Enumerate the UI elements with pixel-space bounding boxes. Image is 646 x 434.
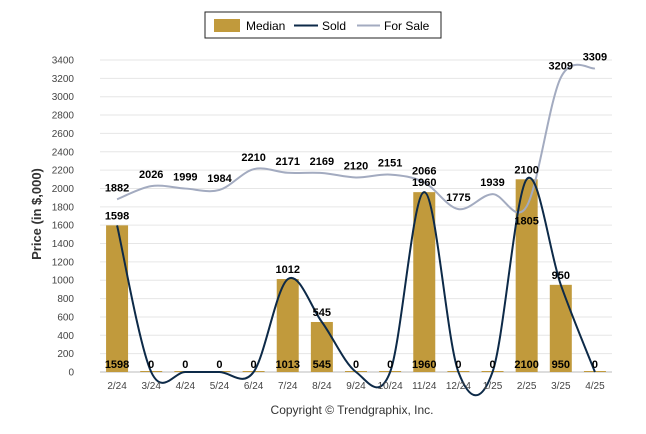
data-label-for-sale: 2171 — [275, 156, 299, 168]
data-label-for-sale: 1939 — [480, 177, 504, 189]
data-label-median: 0 — [592, 359, 598, 371]
x-tick-label: 4/24 — [176, 381, 196, 392]
y-tick-label: 1800 — [52, 202, 75, 213]
x-tick-label: 3/24 — [141, 381, 161, 392]
data-label-for-sale: 1999 — [173, 172, 197, 184]
y-tick-label: 2600 — [52, 129, 75, 140]
y-tick-label: 600 — [57, 312, 74, 323]
data-label-sold: 545 — [313, 307, 331, 319]
x-tick-label: 7/24 — [278, 381, 298, 392]
y-tick-label: 1400 — [52, 239, 75, 250]
legend-median-swatch — [214, 19, 240, 32]
y-tick-label: 2800 — [52, 111, 75, 122]
bars — [106, 179, 606, 372]
data-label-for-sale: 1775 — [446, 192, 470, 204]
legend-forsale-label: For Sale — [384, 19, 430, 33]
series-lines — [116, 63, 596, 397]
legend-median-label: Median — [246, 19, 285, 33]
copyright-text: Copyright © Trendgraphix, Inc. — [271, 403, 434, 417]
data-label-median: 0 — [182, 359, 188, 371]
bar-median — [310, 321, 333, 372]
data-label-median: 1960 — [412, 359, 436, 371]
data-label-for-sale: 3209 — [549, 61, 573, 73]
data-label-median: 0 — [455, 359, 461, 371]
x-tick-label: 6/24 — [244, 381, 264, 392]
data-labels: 1598 0 0 0 0 1013 545 0 0 1960 0 0 2100 950 0 1598 1012 5… — [105, 51, 607, 371]
data-label-sold: 1012 — [275, 264, 299, 276]
y-tick-label: 800 — [57, 294, 74, 305]
x-tick-label: 5/24 — [210, 381, 230, 392]
x-tick-label: 1/25 — [483, 381, 503, 392]
data-label-sold: 1960 — [412, 177, 436, 189]
y-tick-label: 2000 — [52, 184, 75, 195]
data-label-median: 0 — [489, 359, 495, 371]
data-label-median: 950 — [552, 359, 570, 371]
data-label-for-sale: 3309 — [583, 51, 607, 63]
data-label-median: 545 — [313, 359, 331, 371]
y-tick-label: 0 — [68, 368, 74, 379]
data-label-for-sale: 2066 — [412, 165, 436, 177]
bar-median — [515, 179, 538, 372]
legend-sold-label: Sold — [322, 19, 346, 33]
legend: Median Sold For Sale — [204, 11, 442, 39]
x-tick-label: 2/25 — [517, 381, 537, 392]
y-tick-label: 1600 — [52, 221, 75, 232]
data-label-median: 1013 — [275, 359, 299, 371]
x-tick-label: 12/24 — [446, 381, 471, 392]
data-label-for-sale: 2210 — [241, 152, 265, 164]
data-label-median: 2100 — [514, 359, 538, 371]
data-label-for-sale: 2120 — [344, 160, 368, 172]
bar-median — [276, 279, 299, 372]
x-tick-label: 10/24 — [378, 381, 403, 392]
bar-median — [549, 284, 572, 372]
bar-median — [106, 225, 129, 372]
line-sold — [116, 176, 596, 397]
y-axis-label: Price (in $,000) — [29, 168, 44, 260]
y-tick-label: 2200 — [52, 166, 75, 177]
y-axis-ticks: 0 200 400 600 800 1000 1200 1400 1600 1800 2000 220… — [52, 56, 75, 379]
x-tick-label: 11/24 — [412, 381, 437, 392]
data-label-median: 1598 — [105, 359, 129, 371]
y-tick-label: 1000 — [52, 276, 75, 287]
x-tick-label: 9/24 — [346, 381, 366, 392]
data-label-for-sale: 2026 — [139, 169, 163, 181]
data-label-sold: 2100 — [514, 164, 538, 176]
data-label-median: 0 — [251, 359, 257, 371]
data-label-median: 0 — [387, 359, 393, 371]
y-tick-label: 400 — [57, 331, 74, 342]
data-label-median: 0 — [353, 359, 359, 371]
line-for-sale — [116, 63, 596, 214]
data-label-for-sale: 1805 — [514, 215, 538, 227]
data-label-median: 0 — [216, 359, 222, 371]
x-tick-label: 3/25 — [551, 381, 571, 392]
data-label-for-sale: 1882 — [105, 182, 129, 194]
y-tick-label: 3000 — [52, 92, 75, 103]
y-tick-label: 1200 — [52, 257, 75, 268]
x-axis-ticks: 2/24 3/24 4/24 5/24 6/24 7/24 8/24 9/24 10/24 11/… — [107, 381, 605, 392]
data-label-for-sale: 1984 — [207, 173, 232, 185]
y-tick-label: 200 — [57, 349, 74, 360]
y-tick-label: 2400 — [52, 147, 75, 158]
bar-median — [413, 192, 436, 372]
x-tick-label: 2/24 — [107, 381, 127, 392]
data-label-sold: 1598 — [105, 210, 129, 222]
y-tick-label: 3400 — [52, 56, 75, 67]
x-tick-label: 4/25 — [585, 381, 605, 392]
data-label-sold: 950 — [552, 270, 570, 282]
x-tick-label: 8/24 — [312, 381, 332, 392]
data-label-median: 0 — [148, 359, 154, 371]
data-label-for-sale: 2169 — [310, 156, 334, 168]
data-label-for-sale: 2151 — [378, 158, 402, 170]
y-tick-label: 3200 — [52, 74, 75, 85]
